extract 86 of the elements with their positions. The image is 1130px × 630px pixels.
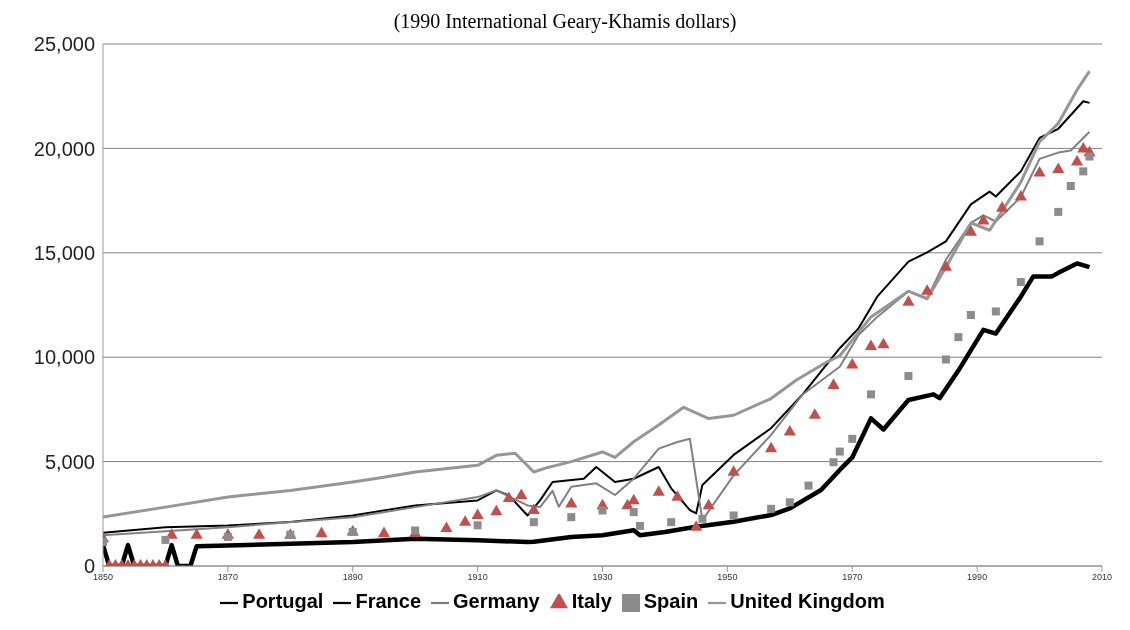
point (996, 201, 1009, 212)
point (377, 526, 391, 538)
point (440, 521, 453, 532)
x-tick-label: 1850 (92, 572, 114, 583)
x-tick-label: 1870 (217, 572, 238, 583)
point (473, 521, 482, 530)
x-tick-label: 1970 (842, 572, 863, 583)
y-tick-label: 5,000 (44, 450, 95, 473)
point (223, 532, 232, 541)
x-tick-label: 1890 (342, 572, 363, 583)
point (808, 408, 821, 419)
point (941, 355, 950, 364)
chart-title: (1990 International Geary-Khamis dollars) (392, 9, 738, 34)
point (635, 521, 644, 530)
point (471, 508, 484, 519)
point (565, 496, 578, 508)
point (783, 424, 796, 436)
point (977, 214, 990, 225)
y-tick-label: 10,000 (33, 346, 95, 369)
point (1085, 152, 1094, 161)
x-tick-label: 2010 (1091, 572, 1113, 583)
point (1054, 207, 1063, 216)
point (785, 498, 794, 507)
point (804, 481, 813, 490)
point (567, 513, 576, 522)
point (161, 535, 170, 544)
legend-label: Italy (571, 590, 612, 612)
point (966, 311, 975, 320)
point (829, 458, 838, 467)
point (848, 434, 857, 443)
point (702, 498, 715, 510)
legend-label: France (355, 590, 422, 612)
point (954, 333, 963, 342)
point (690, 520, 703, 531)
point (1033, 166, 1046, 177)
point (1079, 167, 1088, 176)
legend-label: Germany (453, 590, 540, 612)
point (1052, 162, 1065, 173)
legend-label: Spain (643, 590, 699, 612)
point (904, 371, 913, 380)
point (1016, 278, 1025, 287)
point (1070, 154, 1084, 166)
point (253, 528, 266, 539)
y-tick-label: 15,000 (33, 241, 95, 264)
point (459, 515, 472, 526)
point (671, 490, 684, 501)
point (864, 339, 878, 351)
x-tick-label: 1950 (717, 572, 738, 583)
point (315, 526, 328, 538)
point (652, 485, 665, 496)
point (490, 504, 503, 516)
point (939, 260, 952, 271)
point (629, 508, 638, 517)
x-tick-label: 1930 (592, 572, 613, 583)
point (1035, 237, 1044, 246)
point (991, 307, 1000, 316)
x-tick-label: 1990 (967, 572, 988, 583)
point (921, 284, 934, 295)
point (1066, 181, 1075, 190)
point (1014, 190, 1027, 201)
y-tick-label: 20,000 (33, 137, 95, 160)
point (902, 295, 915, 306)
point (846, 357, 859, 369)
point (964, 225, 977, 236)
point (515, 488, 528, 499)
point (598, 506, 607, 515)
x-tick-label: 1910 (467, 572, 488, 583)
point (877, 337, 890, 349)
point (667, 518, 676, 527)
point (767, 504, 776, 513)
point (827, 378, 840, 389)
y-tick-label: 0 (83, 555, 95, 578)
point (529, 518, 538, 527)
point (866, 390, 875, 399)
legend-label: United Kingdom (730, 590, 885, 612)
point (835, 447, 844, 456)
point (729, 511, 738, 520)
point (765, 441, 778, 453)
y-tick-label: 25,000 (33, 33, 95, 56)
point (527, 503, 540, 514)
point (190, 528, 203, 539)
legend-label: Portugal (242, 590, 324, 612)
point (502, 491, 515, 503)
line-series (103, 261, 1092, 566)
point (698, 514, 707, 523)
point (727, 465, 740, 476)
